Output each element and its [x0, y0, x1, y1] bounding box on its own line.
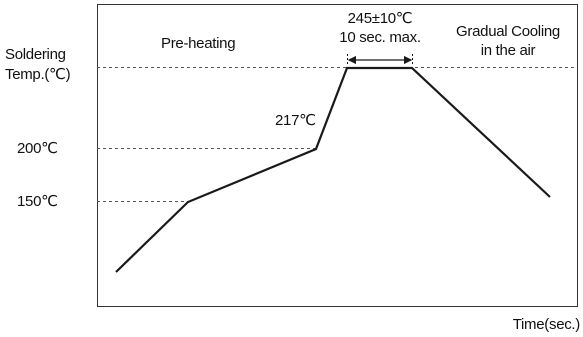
preheating-zone-label: Pre-heating — [161, 35, 236, 52]
plot-frame — [97, 4, 578, 307]
cooling-label-line2: in the air — [480, 42, 536, 59]
reflow-temp-label: 217℃ — [275, 112, 316, 129]
y-axis-label-line2: Temp.(℃) — [5, 66, 71, 83]
tick-label-150c: 150℃ — [17, 193, 58, 210]
y-axis-label-line1: Soldering — [5, 46, 66, 63]
x-axis-label: Time(sec.) — [512, 316, 581, 333]
peak-temp-label: 245±10℃ — [347, 10, 413, 27]
peak-time-label: 10 sec. max. — [339, 29, 421, 46]
cooling-label-line1: Gradual Cooling — [456, 23, 560, 40]
temperature-profile-curve — [115, 66, 551, 273]
tick-label-200c: 200℃ — [17, 140, 58, 157]
